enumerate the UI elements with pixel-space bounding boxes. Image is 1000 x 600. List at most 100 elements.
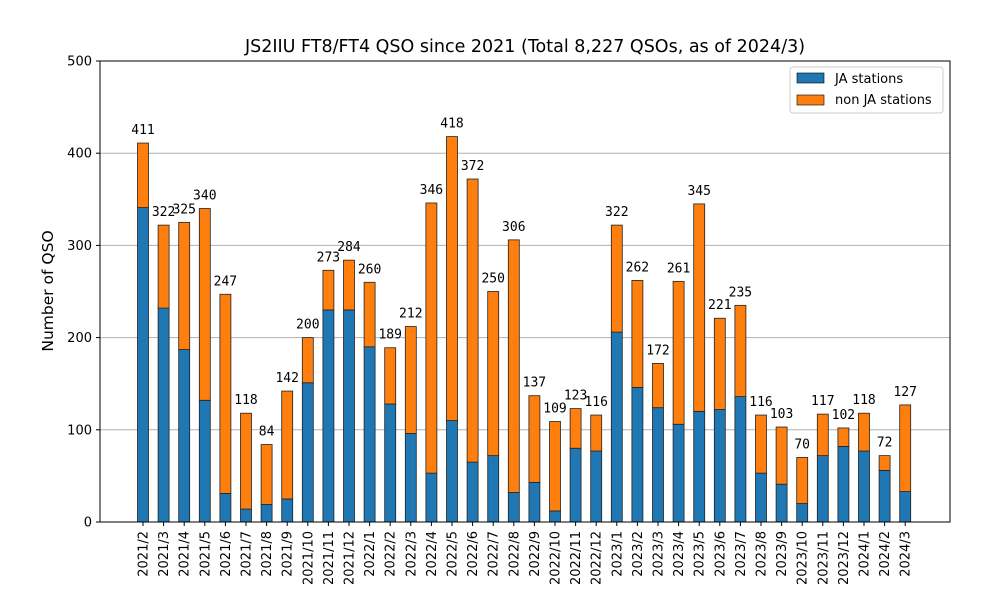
data-label: 325	[172, 202, 195, 217]
data-label: 261	[667, 261, 690, 276]
bar-ja	[363, 346, 376, 523]
bar-non-ja	[446, 136, 458, 421]
bar-ja	[240, 508, 252, 523]
bar-ja	[507, 492, 520, 523]
data-label: 247	[214, 274, 237, 289]
x-tick-label: 2022/6	[466, 531, 481, 577]
data-label: 411	[131, 123, 154, 138]
y-tick-label: 500	[67, 55, 92, 70]
data-label: 84	[259, 425, 275, 440]
bar-non-ja	[137, 142, 149, 208]
bar-non-ja	[281, 390, 294, 500]
bar-ja	[775, 483, 788, 523]
data-label: 221	[708, 298, 731, 313]
data-label: 142	[275, 371, 298, 386]
x-tick-label: 2021/10	[301, 531, 316, 585]
data-label: 346	[420, 183, 443, 198]
legend-swatch-ja	[796, 72, 825, 84]
data-label: 189	[378, 328, 401, 343]
bar-non-ja	[693, 203, 706, 412]
data-label: 372	[461, 159, 484, 174]
x-tick-label: 2023/5	[693, 531, 708, 577]
data-label: 273	[317, 250, 340, 265]
bar-ja	[858, 450, 870, 523]
x-tick-label: 2022/1	[363, 531, 378, 577]
bar-ja	[528, 481, 541, 523]
bar-non-ja	[198, 208, 211, 401]
x-tick-label: 2022/8	[507, 531, 522, 577]
data-label: 137	[523, 376, 546, 391]
data-label: 117	[811, 394, 834, 409]
bar-non-ja	[322, 269, 335, 311]
bar-non-ja	[858, 412, 870, 452]
x-tick-label: 2021/8	[260, 531, 275, 577]
data-label: 212	[399, 307, 422, 322]
x-tick-label: 2024/2	[878, 531, 893, 577]
bar-non-ja	[219, 293, 232, 494]
legend-label-non-ja: non JA stations	[835, 93, 932, 108]
x-tick-label: 2021/3	[157, 531, 172, 577]
plot-frame	[99, 60, 951, 523]
data-label: 345	[687, 184, 710, 199]
bar-non-ja	[260, 444, 273, 505]
bar-non-ja	[590, 414, 603, 452]
bar-non-ja	[569, 408, 582, 449]
bar-ja	[878, 469, 891, 523]
data-label: 260	[358, 262, 381, 277]
y-axis-label: Number of QSO	[39, 230, 57, 351]
bar-non-ja	[240, 412, 252, 510]
x-tick-label: 2023/3	[652, 531, 667, 577]
data-labels: 4113223253402471188414220027328426018921…	[131, 117, 917, 453]
chart-title: JS2IIU FT8/FT4 QSO since 2021 (Total 8,2…	[244, 37, 805, 57]
bar-ja	[343, 309, 355, 523]
x-tick-label: 2022/11	[569, 531, 584, 585]
x-tick-label: 2023/7	[734, 531, 749, 577]
bar-ja	[219, 493, 232, 523]
x-tick-label: 2021/6	[219, 531, 234, 577]
data-label: 109	[543, 402, 566, 417]
x-tick-label: 2023/12	[837, 531, 852, 585]
x-tick-label: 2021/5	[198, 531, 213, 577]
data-label: 116	[584, 395, 607, 410]
bar-ja	[796, 503, 809, 523]
x-tick-label: 2021/11	[322, 531, 337, 585]
legend-swatch-non-ja	[796, 94, 825, 106]
bar-ja	[693, 410, 706, 523]
x-tick-label: 2021/4	[178, 531, 193, 577]
bar-ja	[404, 433, 417, 523]
bar-non-ja	[652, 363, 664, 409]
data-label: 262	[626, 260, 649, 275]
bar-ja	[466, 461, 479, 523]
y-axis: 0 100 200 300 400 500	[67, 55, 100, 531]
bar-ja	[425, 472, 438, 523]
bar-ja	[157, 307, 170, 523]
bar-ja	[816, 455, 829, 523]
bar-ja	[178, 349, 191, 523]
y-tick-label: 100	[67, 423, 92, 438]
x-tick-label: 2022/12	[590, 531, 605, 585]
bar-non-ja	[301, 337, 314, 384]
y-tick-label: 200	[67, 331, 92, 346]
bar-ja	[610, 331, 623, 523]
x-tick-label: 2022/7	[487, 531, 502, 577]
y-tick-label: 0	[84, 516, 92, 531]
x-tick-label: 2023/9	[775, 531, 790, 577]
bar-non-ja	[507, 239, 520, 493]
data-label: 284	[337, 240, 361, 255]
legend-box	[789, 66, 944, 114]
x-tick-label: 2021/7	[240, 531, 255, 577]
data-label: 250	[481, 272, 504, 287]
bar-non-ja	[528, 395, 541, 483]
y-tick-label: 300	[67, 239, 92, 254]
x-tick-label: 2023/6	[713, 531, 728, 577]
bar-non-ja	[775, 426, 788, 485]
bar-ja	[672, 423, 685, 523]
legend-label-ja: JA stations	[834, 72, 903, 87]
bar-ja	[652, 407, 664, 523]
bar-non-ja	[178, 221, 191, 350]
bar-ja	[446, 420, 458, 523]
bar-ja	[301, 382, 314, 523]
bar-non-ja	[816, 413, 829, 457]
data-label: 322	[605, 205, 628, 220]
x-tick-label: 2023/4	[672, 531, 687, 577]
